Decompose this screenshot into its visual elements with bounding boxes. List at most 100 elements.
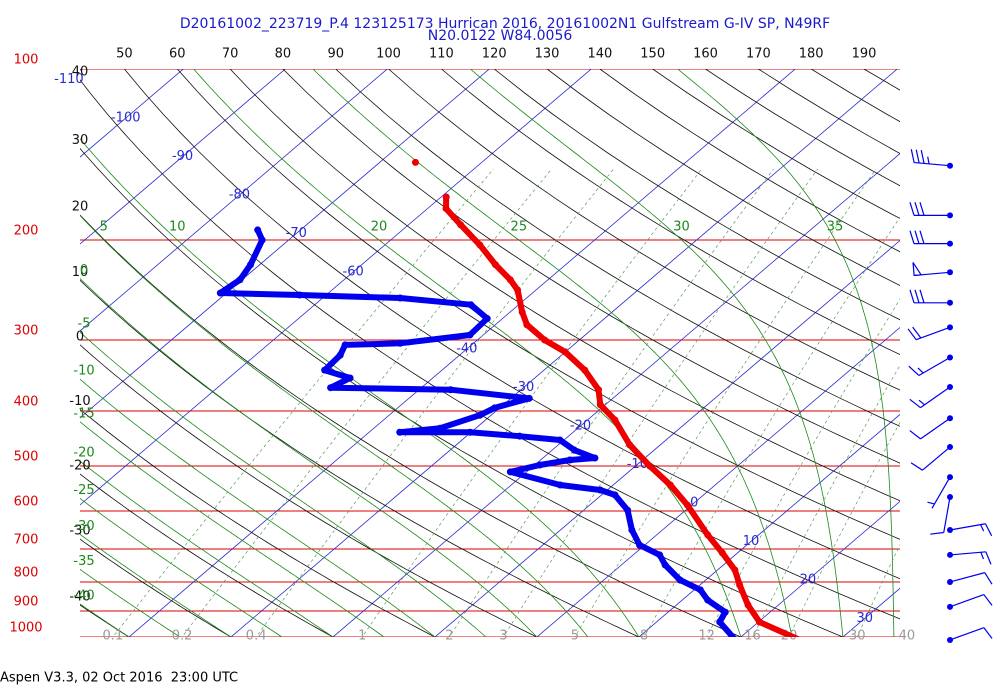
barb-feather <box>909 430 921 440</box>
dry-adiabat <box>80 604 130 637</box>
mixing-ratio-label: 1 <box>358 629 366 644</box>
profile-point <box>514 286 522 294</box>
dry-adiabat <box>388 69 900 391</box>
profile-point <box>541 336 549 344</box>
barb-shaft <box>918 356 951 376</box>
barb-feather <box>910 149 915 163</box>
moist-adiabat <box>80 568 181 637</box>
moist-adiabat <box>80 460 334 637</box>
y-tick-label: 700 <box>14 533 39 548</box>
profile-point <box>536 461 544 469</box>
mixing-ratio-label: 5 <box>571 629 579 644</box>
y-tick-label: 600 <box>14 494 39 509</box>
barb-station <box>947 415 953 422</box>
barb-station <box>947 212 953 219</box>
barb-feather <box>919 230 925 244</box>
mixing-ratio-label: 3 <box>499 629 507 644</box>
profile-point <box>566 456 574 464</box>
y-tick-label: 100 <box>14 53 39 68</box>
wind-barb <box>912 262 953 277</box>
profile-point <box>506 468 514 476</box>
mixing-ratio-line <box>361 168 702 637</box>
profile-point <box>442 204 450 212</box>
moist-adiabat <box>677 69 895 637</box>
barb-station <box>947 444 953 451</box>
wind-barb <box>910 444 953 471</box>
profile-point <box>296 291 304 299</box>
dry-adiabat-label: -30 <box>69 524 90 539</box>
isotherm-label: 20 <box>800 572 817 587</box>
barb-station <box>947 240 953 247</box>
profile-point <box>321 366 329 374</box>
isotherm-label: 0 <box>690 495 698 510</box>
moist-adiabat <box>193 69 742 637</box>
barb-shaft <box>920 386 951 409</box>
barb-feather <box>914 230 920 244</box>
profile-point <box>523 321 531 329</box>
profile-point <box>466 428 474 436</box>
moist-adiabat <box>80 214 589 637</box>
barb-feather <box>910 462 923 471</box>
dry-adiabat-label: 30 <box>72 133 89 148</box>
dry-adiabat <box>80 408 436 637</box>
isotherm-label: -30 <box>513 380 534 395</box>
profile-point <box>656 551 664 559</box>
dry-adiabat <box>80 79 900 620</box>
dry-adiabat-label: -10 <box>69 394 90 409</box>
barb-feather <box>984 523 993 537</box>
barb-feather <box>983 594 993 606</box>
profile-point <box>336 351 344 359</box>
barb-station <box>947 578 953 585</box>
barb-shaft <box>949 593 985 608</box>
profile-point <box>491 261 499 269</box>
isotherm <box>638 413 900 637</box>
moist-adiabat-label: 5 <box>100 219 108 234</box>
barb-shaft <box>920 417 951 440</box>
mixing-ratio-label: 12 <box>698 629 715 644</box>
barb-feather <box>984 572 993 585</box>
profile-point <box>744 601 752 609</box>
profile-point <box>411 158 419 166</box>
profile-point <box>442 193 450 201</box>
y-tick-label: 1000 <box>9 621 42 636</box>
mixing-ratio-line <box>788 421 900 637</box>
dry-adiabat-label: 10 <box>72 265 89 280</box>
dry-adiabat-label: 160 <box>693 47 718 62</box>
mixing-ratio-line <box>502 168 818 637</box>
isotherm-label: -40 <box>456 341 477 356</box>
profile-point <box>611 491 619 499</box>
profile-point <box>736 581 744 589</box>
barb-half <box>917 367 924 374</box>
profile-point <box>626 441 634 449</box>
moist-adiabat-label: -5 <box>78 317 91 332</box>
profile-point <box>258 236 266 244</box>
barb-half <box>927 156 930 164</box>
profile-point <box>556 481 564 489</box>
barb-station <box>947 636 953 643</box>
wind-barb <box>930 494 953 535</box>
dry-adiabat-label: 90 <box>327 47 344 62</box>
profile-point <box>346 374 354 382</box>
profile-point <box>457 221 465 229</box>
profile-point <box>516 432 524 440</box>
chart-subtitle: N20.0122 W84.0056 <box>428 28 573 44</box>
dry-adiabat <box>80 473 334 637</box>
dry-adiabat-label: 190 <box>852 47 877 62</box>
moist-adiabat <box>80 378 436 637</box>
mixing-ratio-label: 0.1 <box>103 629 124 644</box>
y-tick-label: 800 <box>14 565 39 580</box>
barb-shaft <box>949 551 986 556</box>
profile-point <box>466 331 474 339</box>
mixing-ratio-line <box>752 364 900 637</box>
profile-point <box>666 481 674 489</box>
moist-adiabat <box>80 277 538 637</box>
barb-feather <box>983 627 993 639</box>
barb-station <box>947 526 953 533</box>
profile-point <box>661 561 669 569</box>
profile-point <box>676 576 684 584</box>
moist-adiabat-label: -30 <box>73 519 94 534</box>
wind-barb <box>927 474 953 509</box>
barb-station <box>947 603 953 610</box>
